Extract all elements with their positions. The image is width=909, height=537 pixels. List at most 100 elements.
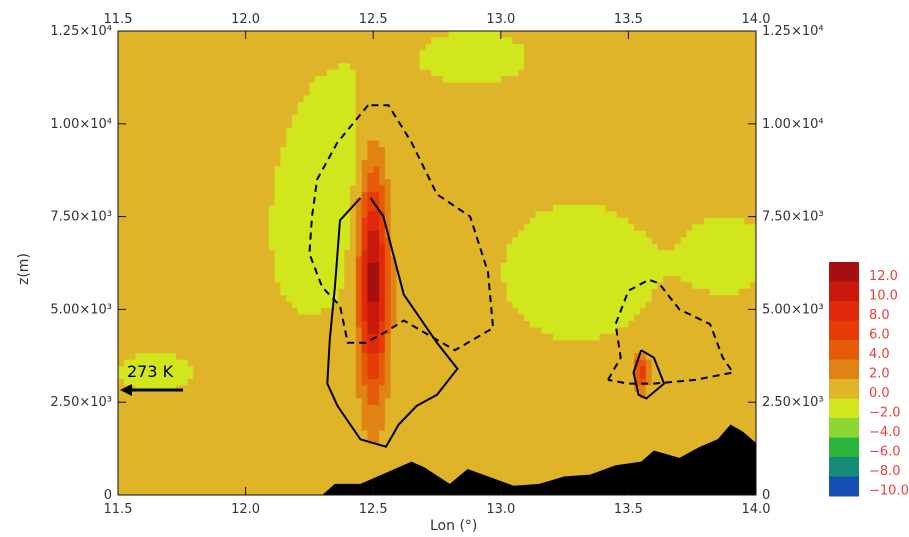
heatmap-cell bbox=[547, 192, 554, 200]
heatmap-cell bbox=[495, 243, 502, 251]
heatmap-cell bbox=[350, 114, 357, 122]
heatmap-cell bbox=[727, 269, 734, 277]
heatmap-cell bbox=[326, 269, 334, 277]
heatmap-cell bbox=[593, 153, 600, 161]
heatmap-cell bbox=[158, 69, 165, 77]
heatmap-cell bbox=[164, 37, 171, 45]
heatmap-cell bbox=[280, 230, 287, 238]
heatmap-cell bbox=[129, 295, 136, 303]
heatmap-cell bbox=[698, 82, 705, 90]
heatmap-cell bbox=[118, 237, 125, 245]
heatmap-cell bbox=[669, 205, 676, 213]
heatmap-cell bbox=[750, 263, 756, 271]
heatmap-cell bbox=[274, 121, 281, 129]
heatmap-cell bbox=[622, 275, 629, 283]
heatmap-cell bbox=[611, 89, 618, 97]
heatmap-cell bbox=[152, 43, 160, 51]
heatmap-cell bbox=[286, 172, 293, 180]
heatmap-cell bbox=[721, 76, 728, 84]
heatmap-cell bbox=[350, 134, 357, 142]
heatmap-cell bbox=[669, 108, 676, 116]
heatmap-cell bbox=[582, 140, 589, 148]
heatmap-cell bbox=[164, 82, 171, 90]
heatmap-cell bbox=[657, 108, 664, 116]
heatmap-cell bbox=[471, 256, 479, 264]
heatmap-cell bbox=[431, 43, 438, 51]
heatmap-cell bbox=[280, 282, 287, 290]
heatmap-cell bbox=[553, 63, 560, 71]
heatmap-cell bbox=[222, 321, 229, 329]
heatmap-cell bbox=[315, 114, 322, 122]
heatmap-cell bbox=[367, 224, 374, 232]
heatmap-cell bbox=[483, 230, 490, 238]
heatmap-cell bbox=[611, 282, 618, 290]
heatmap-cell bbox=[732, 288, 740, 296]
heatmap-cell bbox=[645, 301, 653, 309]
heatmap-cell bbox=[750, 114, 756, 122]
heatmap-cell bbox=[245, 301, 252, 309]
heatmap-cell bbox=[309, 89, 316, 97]
heatmap-cell bbox=[408, 263, 415, 271]
heatmap-cell bbox=[518, 224, 525, 232]
heatmap-cell bbox=[442, 275, 450, 283]
heatmap-cell bbox=[680, 127, 687, 135]
heatmap-cell bbox=[605, 217, 612, 225]
heatmap-cell bbox=[715, 89, 722, 97]
heatmap-cell bbox=[582, 127, 589, 135]
heatmap-cell bbox=[437, 308, 444, 316]
heatmap-cell bbox=[692, 295, 699, 303]
heatmap-cell bbox=[147, 134, 154, 142]
heatmap-cell bbox=[408, 43, 415, 51]
heatmap-cell bbox=[570, 166, 577, 174]
heatmap-cell bbox=[582, 205, 589, 213]
heatmap-cell bbox=[373, 127, 380, 135]
heatmap-cell bbox=[599, 140, 606, 148]
heatmap-cell bbox=[158, 140, 165, 148]
heatmap-cell bbox=[669, 114, 676, 122]
heatmap-cell bbox=[587, 37, 595, 45]
heatmap-cell bbox=[425, 140, 432, 148]
heatmap-cell bbox=[547, 134, 554, 142]
heatmap-cell bbox=[587, 43, 595, 51]
heatmap-cell bbox=[390, 56, 397, 64]
heatmap-cell bbox=[234, 179, 241, 187]
heatmap-cell bbox=[332, 153, 339, 161]
heatmap-cell bbox=[518, 108, 525, 116]
heatmap-cell bbox=[669, 89, 676, 97]
heatmap-cell bbox=[292, 314, 299, 322]
heatmap-cell bbox=[477, 172, 484, 180]
heatmap-cell bbox=[454, 269, 461, 277]
heatmap-cell bbox=[628, 140, 635, 148]
heatmap-cell bbox=[709, 243, 716, 251]
heatmap-cell bbox=[297, 63, 305, 71]
heatmap-cell bbox=[495, 185, 502, 193]
heatmap-cell bbox=[663, 166, 670, 174]
heatmap-cell bbox=[228, 301, 235, 309]
heatmap-cell bbox=[529, 147, 537, 155]
heatmap-cell bbox=[350, 211, 357, 219]
heatmap-cell bbox=[303, 101, 310, 109]
heatmap-cell bbox=[361, 275, 368, 283]
heatmap-cell bbox=[292, 31, 299, 39]
heatmap-cell bbox=[686, 147, 693, 155]
heatmap-cell bbox=[605, 153, 612, 161]
heatmap-cell bbox=[152, 301, 160, 309]
heatmap-cell bbox=[582, 114, 589, 122]
heatmap-cell bbox=[170, 37, 177, 45]
heatmap-cell bbox=[576, 153, 583, 161]
heatmap-cell bbox=[216, 108, 223, 116]
heatmap-cell bbox=[483, 43, 490, 51]
heatmap-cell bbox=[408, 63, 415, 71]
heatmap-cell bbox=[669, 198, 676, 206]
heatmap-cell bbox=[645, 237, 653, 245]
heatmap-cell bbox=[118, 153, 125, 161]
heatmap-cell bbox=[448, 308, 455, 316]
heatmap-cell bbox=[193, 288, 200, 296]
heatmap-cell bbox=[373, 301, 380, 309]
heatmap-cell bbox=[239, 50, 247, 58]
heatmap-cell bbox=[437, 250, 444, 258]
heatmap-cell bbox=[158, 82, 165, 90]
heatmap-cell bbox=[344, 224, 351, 232]
heatmap-cell bbox=[640, 140, 647, 148]
heatmap-cell bbox=[147, 127, 154, 135]
